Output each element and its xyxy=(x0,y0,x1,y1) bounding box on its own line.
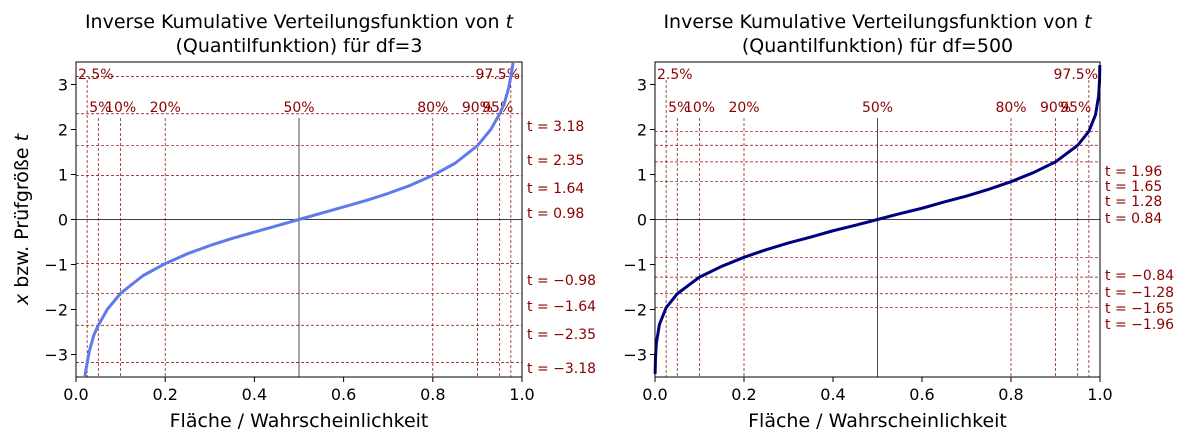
percentile-label: 5% xyxy=(89,100,111,116)
chart-panel-1: Inverse Kumulative Verteilungsfunktion v… xyxy=(11,11,596,432)
x-tick-label: 1.0 xyxy=(509,385,534,404)
chart-title-line1: Inverse Kumulative Verteilungsfunktion v… xyxy=(663,11,1093,33)
x-tick-label: 0.6 xyxy=(331,385,356,404)
t-value-label: t = 1.65 xyxy=(1105,179,1162,195)
y-tick-label: 2 xyxy=(58,121,68,140)
x-axis-label: Fläche / Wahrscheinlichkeit xyxy=(748,410,1007,432)
percentile-label: 20% xyxy=(150,100,181,116)
percentile-label: 5% xyxy=(668,100,690,116)
percentile-label: 50% xyxy=(862,100,893,116)
t-value-label: t = −3.18 xyxy=(527,361,596,377)
chart-title-line2: (Quantilfunktion) für df=3 xyxy=(175,35,422,57)
t-value-label: t = −0.84 xyxy=(1105,268,1174,284)
y-tick-label: 0 xyxy=(637,211,647,230)
y-tick-label: −2 xyxy=(623,301,647,320)
t-value-label: t = 3.18 xyxy=(527,119,584,135)
y-axis-label-variable: x xyxy=(11,293,33,306)
percentile-label: 20% xyxy=(728,100,759,116)
t-value-label: t = −1.96 xyxy=(1105,317,1174,333)
x-tick-label: 0.2 xyxy=(731,385,756,404)
y-tick-label: −1 xyxy=(623,256,647,275)
y-tick-label: −3 xyxy=(623,346,647,365)
quantile-curve xyxy=(653,65,1102,374)
t-value-label: t = 0.84 xyxy=(1105,211,1162,227)
y-tick-label: −3 xyxy=(44,346,68,365)
x-tick-label: 0.8 xyxy=(420,385,445,404)
percentile-label: 2.5% xyxy=(657,67,693,83)
y-tick-label: 0 xyxy=(58,211,68,230)
chart-title-line1: Inverse Kumulative Verteilungsfunktion v… xyxy=(85,11,515,33)
y-tick-label: 1 xyxy=(58,166,68,185)
x-tick-label: 0.4 xyxy=(820,385,845,404)
x-tick-label: 0.2 xyxy=(152,385,177,404)
t-value-label: t = 1.28 xyxy=(1105,194,1162,210)
x-tick-label: 0.0 xyxy=(63,385,88,404)
x-tick-label: 0.4 xyxy=(242,385,267,404)
y-tick-label: −2 xyxy=(44,301,68,320)
chart-title-line2: (Quantilfunktion) für df=500 xyxy=(742,35,1013,57)
percentile-label: 80% xyxy=(417,100,448,116)
t-value-label: t = −1.64 xyxy=(527,299,596,315)
chart-title-text: Inverse Kumulative Verteilungsfunktion v… xyxy=(663,11,1084,33)
y-tick-label: 3 xyxy=(637,76,647,95)
quantile-curve xyxy=(83,62,515,377)
y-tick-label: 2 xyxy=(637,121,647,140)
chart-title-variable: t xyxy=(506,11,515,33)
t-value-label: t = −0.98 xyxy=(527,273,596,289)
x-tick-label: 0.8 xyxy=(998,385,1023,404)
t-value-label: t = −1.65 xyxy=(1105,301,1174,317)
y-tick-label: −1 xyxy=(44,256,68,275)
t-value-label: t = 1.96 xyxy=(1105,164,1162,180)
y-axis-label-text: bzw. Prüfgröße xyxy=(11,141,33,293)
t-value-label: t = 1.64 xyxy=(527,181,584,197)
percentile-label: 10% xyxy=(684,100,715,116)
chart-panel-2: Inverse Kumulative Verteilungsfunktion v… xyxy=(623,11,1174,432)
y-tick-label: 3 xyxy=(58,76,68,95)
percentile-label: 80% xyxy=(995,100,1026,116)
t-value-label: t = 2.35 xyxy=(527,153,584,169)
chart-title-text: Inverse Kumulative Verteilungsfunktion v… xyxy=(85,11,506,33)
y-axis-label: x bzw. Prüfgröße t xyxy=(11,132,33,306)
x-tick-label: 0.0 xyxy=(642,385,667,404)
t-value-label: t = −1.28 xyxy=(1105,285,1174,301)
y-tick-label: 1 xyxy=(637,166,647,185)
percentile-label: 95% xyxy=(1060,100,1091,116)
x-tick-label: 1.0 xyxy=(1087,385,1112,404)
t-value-label: t = 0.98 xyxy=(527,206,584,222)
percentile-label: 50% xyxy=(283,100,314,116)
percentile-label: 97.5% xyxy=(1054,67,1098,83)
chart-title-variable: t xyxy=(1084,11,1093,33)
y-axis-label-variable-t: t xyxy=(11,132,33,141)
percentile-label: 2.5% xyxy=(78,67,114,83)
percentile-label: 10% xyxy=(105,100,136,116)
percentile-label: 90% xyxy=(1040,100,1071,116)
percentile-label: 90% xyxy=(462,100,493,116)
x-tick-label: 0.6 xyxy=(909,385,934,404)
t-value-label: t = −2.35 xyxy=(527,327,596,343)
x-axis-label: Fläche / Wahrscheinlichkeit xyxy=(170,410,429,432)
